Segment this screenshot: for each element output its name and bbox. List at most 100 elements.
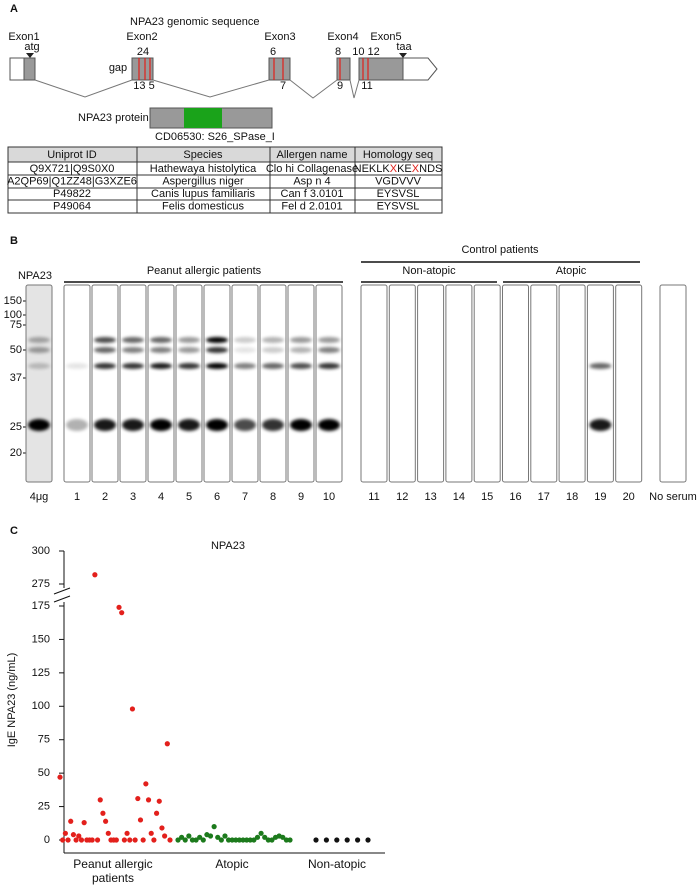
blot-band — [234, 363, 256, 369]
lane-label: 10 — [323, 491, 335, 503]
introns — [34, 79, 360, 99]
lane-label: 16 — [509, 491, 521, 503]
blot-band — [290, 347, 312, 353]
y-tick-label: 300 — [32, 545, 50, 557]
data-point — [162, 833, 168, 839]
table-cell: Fel d 2.0101 — [281, 200, 342, 212]
lane-label: 3 — [130, 491, 136, 503]
group-label: Atopic — [556, 265, 587, 277]
marker-label: 20 — [10, 447, 22, 459]
site-label: 8 — [335, 46, 341, 58]
blot-band — [94, 363, 116, 369]
group-header: Control patients — [461, 244, 539, 256]
marker-label: 75 — [10, 319, 22, 331]
lane-label: 14 — [453, 491, 465, 503]
blot-lane — [388, 284, 416, 483]
blot-band — [150, 347, 172, 353]
stop-codon: taa — [396, 41, 412, 53]
table-cell: Asp n 4 — [293, 175, 330, 187]
exon-box — [336, 57, 351, 81]
data-point — [94, 837, 101, 843]
data-point — [135, 795, 141, 802]
data-point — [182, 837, 188, 843]
lane-label: 19 — [594, 491, 606, 503]
data-point — [57, 774, 63, 780]
table-rules — [8, 147, 442, 213]
blot-lane — [231, 284, 259, 483]
data-point — [89, 837, 95, 843]
data-point — [113, 837, 119, 843]
table-cell: VGDVVV — [375, 175, 422, 187]
blot-lane — [360, 284, 388, 483]
site-lines — [138, 58, 369, 80]
marker-label: 100 — [4, 309, 22, 321]
data-point — [103, 818, 109, 824]
blot-band — [262, 347, 284, 353]
data-point — [179, 834, 185, 840]
blot-band — [318, 337, 340, 343]
blot-band — [290, 419, 312, 431]
data-point — [100, 810, 106, 816]
domain-label: CD06530: S26_SPase_I — [155, 131, 275, 143]
data-point — [215, 834, 221, 840]
blot-band — [589, 419, 612, 431]
blot-band — [150, 337, 172, 343]
blot-band — [94, 419, 116, 431]
site-label: 9 — [337, 80, 343, 92]
blot-band — [28, 419, 50, 431]
table-header: Uniprot ID — [47, 149, 97, 161]
blot-band — [94, 337, 116, 343]
y-tick-label: 150 — [32, 633, 50, 645]
data-point — [167, 837, 173, 843]
data-point — [129, 706, 136, 712]
data-point — [105, 830, 111, 836]
utr — [402, 57, 438, 81]
blot-band — [290, 337, 312, 343]
table-cell: Aspergillus niger — [162, 175, 244, 187]
blot-band — [122, 363, 144, 369]
exon-label: Exon2 — [126, 31, 157, 43]
data-point — [247, 837, 253, 843]
data-point — [355, 837, 361, 843]
utr — [9, 57, 25, 81]
data-point — [262, 834, 268, 840]
marker-label: 25 — [10, 421, 22, 433]
data-point — [236, 837, 243, 843]
data-point — [124, 830, 130, 836]
panel-label: C — [10, 525, 18, 537]
exon-box — [268, 57, 291, 81]
exon-label: Exon4 — [327, 31, 358, 43]
lane-label: 18 — [566, 491, 578, 503]
data-point — [143, 781, 149, 787]
blot-band — [150, 363, 172, 369]
y-tick-label: 175 — [32, 600, 50, 612]
table-cell: Q9X721|Q9S0X0 — [30, 163, 115, 175]
protein-domain — [184, 108, 222, 128]
table-cell: EYSVSL — [377, 200, 420, 212]
data-point — [73, 837, 79, 843]
x-category-label: Non-atopic — [307, 857, 367, 871]
site-label: 10 12 — [352, 46, 380, 58]
blot-lane — [530, 284, 558, 483]
panel-label: A — [10, 3, 18, 15]
marker-label: 50 — [10, 344, 22, 356]
lane-label: 1 — [74, 491, 80, 503]
blot-band — [94, 347, 116, 353]
lane-label: 9 — [298, 491, 304, 503]
data-point — [222, 833, 228, 839]
data-point — [140, 837, 146, 843]
lane-label: 4 — [158, 491, 164, 503]
blot-band — [66, 363, 88, 369]
gene-title: NPA23 genomic sequence — [130, 16, 259, 28]
data-point — [121, 837, 127, 843]
data-point — [78, 837, 85, 843]
y-tick-label: 75 — [38, 734, 50, 746]
blot-band — [262, 419, 284, 431]
data-point — [119, 610, 125, 616]
data-point — [186, 833, 192, 839]
data-point — [127, 837, 133, 843]
data-point — [159, 825, 165, 831]
data-point — [207, 833, 214, 839]
